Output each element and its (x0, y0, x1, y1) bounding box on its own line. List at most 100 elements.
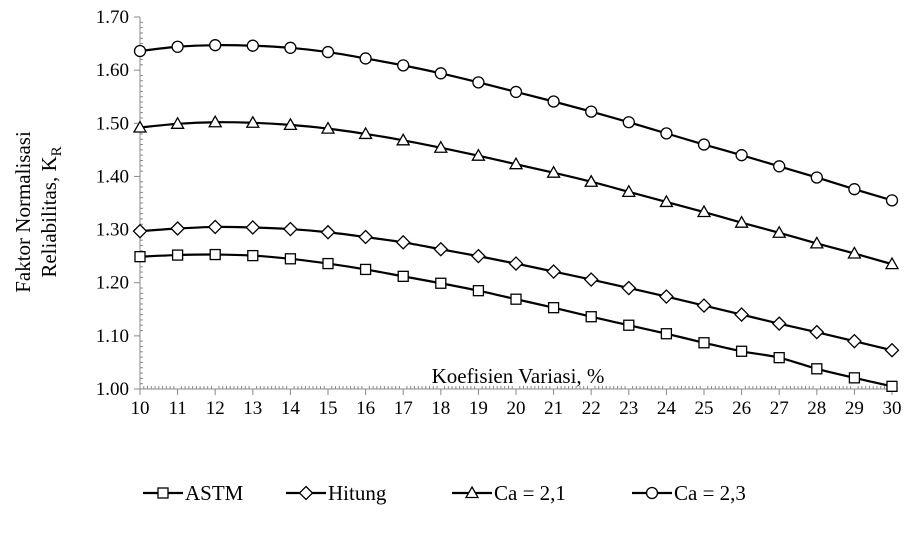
x-tick-label: 20 (507, 398, 526, 419)
x-tick-label: 28 (807, 398, 826, 419)
data-point-hitung (809, 324, 825, 340)
x-tick-label: 29 (845, 398, 864, 419)
data-point-astm (735, 345, 748, 357)
data-point-ca-2-3 (359, 52, 372, 65)
x-tick-label: 13 (243, 398, 262, 419)
legend-marker (157, 487, 169, 499)
data-point-hitung (207, 219, 223, 235)
x-tick-label: 10 (131, 398, 150, 419)
data-point-ca-2-1 (696, 204, 712, 218)
data-point-ca-2-3 (547, 95, 560, 108)
data-point-astm (510, 293, 522, 305)
legend-label: ASTM (185, 481, 244, 505)
y-tick-label: 1.30 (96, 220, 129, 241)
data-point-hitung (621, 280, 637, 296)
data-point-astm (547, 302, 560, 314)
y-axis-title-line1: Faktor Normalisasi (11, 131, 35, 293)
series-line-hitung (139, 225, 893, 352)
y-tick-label: 1.50 (96, 113, 129, 134)
data-point-hitung (470, 248, 486, 264)
data-point-ca-2-1 (396, 132, 411, 146)
series-line-ca-2-1 (139, 121, 893, 266)
data-point-hitung (132, 223, 148, 239)
x-tick-label: 12 (206, 398, 225, 419)
y-tick-label: 1.60 (96, 60, 129, 81)
data-point-hitung (658, 289, 674, 304)
data-point-hitung (583, 272, 599, 287)
data-point-astm (359, 263, 372, 276)
data-point-astm (623, 319, 635, 331)
y-axis: 1.00 1.10 1.20 1.30 1.40 1.50 1.60 1.70 (96, 7, 143, 400)
legend-item-ca-2-1: Ca = 2,1 (452, 481, 566, 505)
legend: ASTM Hitung Ca = 2,1 Ca = 2,3 (143, 481, 746, 505)
x-tick-label: 18 (431, 398, 450, 419)
data-point-astm (886, 380, 898, 392)
data-point-ca-2-3 (321, 45, 335, 59)
data-point-hitung (245, 220, 261, 235)
y-tick-label: 1.20 (96, 273, 129, 294)
data-point-ca-2-1 (734, 215, 749, 228)
data-point-astm (397, 270, 409, 282)
data-point-hitung (395, 234, 411, 250)
data-point-astm (698, 337, 710, 349)
legend-item-astm: ASTM (143, 481, 244, 505)
data-point-hitung (734, 307, 750, 323)
data-point-ca-2-3 (697, 138, 711, 151)
y-tick-label: 1.40 (96, 166, 129, 187)
x-tick-label: 30 (883, 398, 902, 419)
legend-label: Ca = 2,1 (494, 481, 566, 505)
x-tick-label: 19 (469, 398, 488, 419)
data-point-ca-2-1 (584, 174, 599, 187)
data-point-ca-2-1 (847, 246, 862, 259)
y-axis-title-line2: Reliabilitas, KR (37, 146, 65, 277)
data-point-astm (171, 249, 184, 261)
data-point-hitung (170, 221, 186, 236)
data-point-ca-2-3 (885, 194, 899, 207)
data-point-astm (660, 328, 673, 340)
data-point-ca-2-1 (884, 256, 900, 270)
data-point-astm (134, 251, 146, 263)
legend-marker (645, 486, 659, 500)
data-point-hitung (771, 316, 787, 332)
data-point-ca-2-3 (133, 44, 147, 58)
data-point-ca-2-3 (209, 39, 222, 52)
data-point-ca-2-3 (735, 149, 748, 162)
x-tick-label: 23 (619, 398, 638, 419)
series-astm (134, 248, 898, 392)
data-point-ca-2-1 (170, 116, 185, 129)
data-point-astm (284, 253, 297, 265)
y-tick-label: 1.70 (96, 7, 129, 28)
y-axis-title: Faktor Normalisasi Reliabilitas, KR (11, 131, 65, 293)
x-tick-label: 16 (356, 398, 375, 419)
data-point-astm (209, 248, 221, 261)
data-point-ca-2-1 (358, 126, 373, 140)
data-point-astm (435, 277, 447, 289)
x-tick-label: 11 (168, 398, 186, 419)
y-tick-label: 1.00 (96, 379, 129, 400)
data-point-ca-2-1 (809, 236, 824, 249)
data-point-hitung (546, 264, 562, 279)
data-point-ca-2-1 (132, 120, 148, 133)
x-tick-label: 24 (657, 398, 677, 419)
data-point-astm (848, 372, 861, 384)
y-axis-title-subscript: R (49, 146, 65, 156)
legend-marker (464, 485, 480, 499)
x-axis: 10 11 12 13 14 15 16 17 18 19 20 21 22 23 24 25 26 27 28 29… (131, 386, 902, 419)
data-point-hitung (508, 256, 524, 272)
data-point-ca-2-3 (472, 76, 485, 89)
data-point-hitung (846, 333, 862, 349)
data-point-ca-2-1 (772, 225, 787, 238)
data-point-ca-2-1 (208, 114, 223, 128)
data-point-ca-2-3 (284, 41, 297, 54)
data-point-astm (472, 285, 485, 297)
x-tick-label: 21 (544, 398, 563, 419)
legend-item-ca-2-3: Ca = 2,3 (632, 481, 746, 505)
data-point-ca-2-1 (471, 148, 486, 161)
data-point-hitung (282, 221, 298, 237)
data-point-ca-2-1 (621, 184, 636, 197)
data-point-ca-2-3 (246, 39, 259, 52)
x-tick-label: 26 (732, 398, 751, 419)
data-point-ca-2-3 (848, 183, 861, 196)
data-point-astm (773, 351, 785, 364)
legend-marker (298, 485, 314, 501)
